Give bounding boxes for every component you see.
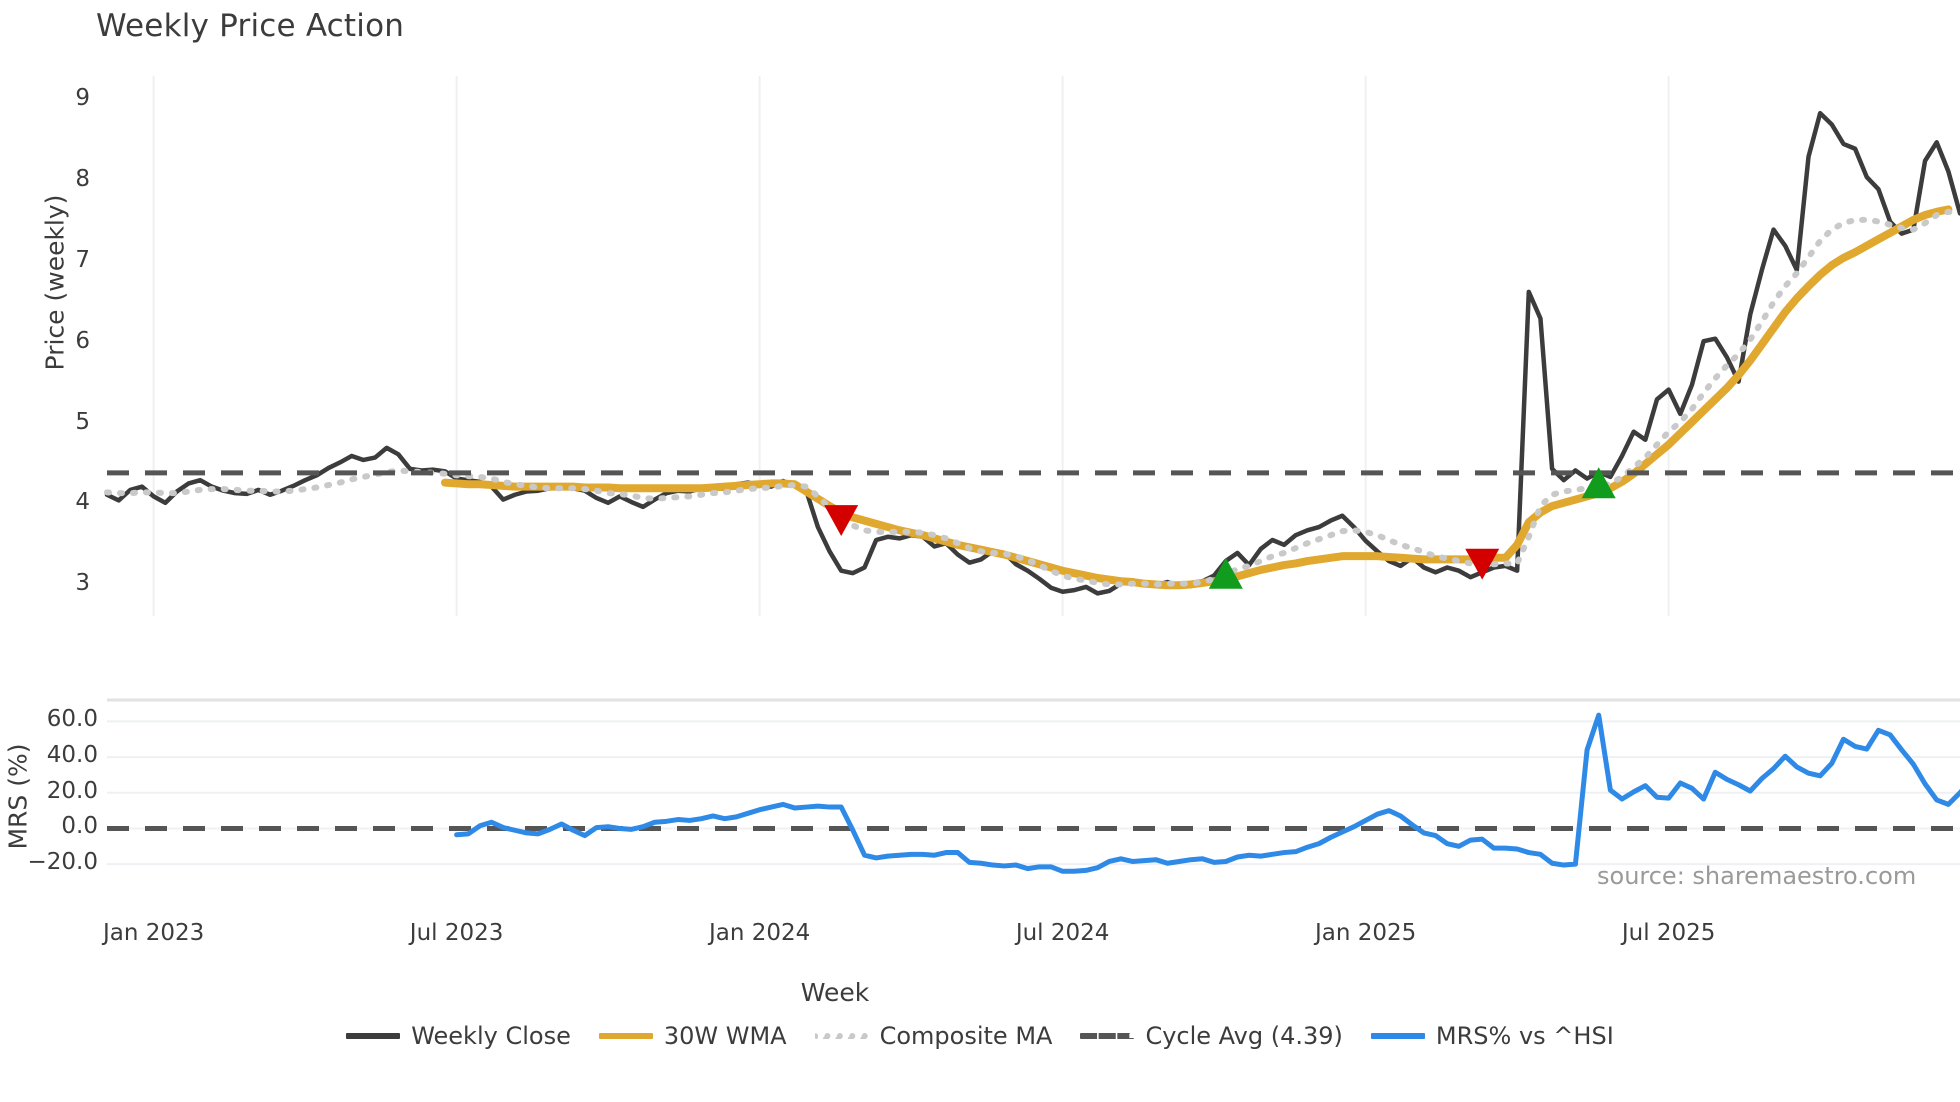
x-tick-label: Jul 2025 bbox=[1621, 920, 1716, 946]
sell-signal-marker bbox=[824, 505, 859, 536]
legend-label: Composite MA bbox=[879, 1022, 1053, 1050]
mrs-y-tick-label: −20.0 bbox=[27, 849, 98, 876]
price-y-tick-label: 9 bbox=[75, 85, 90, 112]
price-series-composite-ma bbox=[104, 208, 1960, 588]
legend-item[interactable]: Weekly Close bbox=[346, 1022, 571, 1050]
chart-legend: Weekly Close 30W WMA Composite MA Cycle Avg… bbox=[0, 1022, 1960, 1050]
x-tick-label: Jan 2025 bbox=[1314, 920, 1417, 946]
price-y-tick-label: 3 bbox=[75, 570, 90, 597]
mrs-y-tick-label: 20.0 bbox=[46, 777, 98, 804]
legend-item[interactable]: 30W WMA bbox=[598, 1022, 787, 1050]
price-y-axis-label: Price (weekly) bbox=[40, 194, 70, 371]
price-y-tick-label: 7 bbox=[75, 246, 90, 273]
buy-signal-marker bbox=[1208, 557, 1243, 589]
x-tick-label: Jan 2024 bbox=[708, 920, 811, 946]
price-series-group bbox=[104, 110, 1960, 596]
x-axis-label: Week bbox=[800, 978, 870, 1007]
price-y-tick-label: 8 bbox=[75, 166, 90, 193]
mrs-y-tick-label: 60.0 bbox=[46, 706, 98, 733]
legend-label: Weekly Close bbox=[411, 1022, 571, 1050]
legend-item[interactable]: Cycle Avg (4.39) bbox=[1080, 1022, 1343, 1050]
x-tick-label: Jul 2024 bbox=[1015, 920, 1110, 946]
legend-item[interactable]: Composite MA bbox=[814, 1022, 1053, 1050]
mrs-y-tick-label: 40.0 bbox=[46, 742, 98, 769]
price-gridlines bbox=[152, 76, 1670, 616]
buy-signal-marker bbox=[1581, 467, 1616, 499]
x-tick-label: Jan 2023 bbox=[102, 920, 205, 946]
mrs-series-line bbox=[454, 712, 1960, 874]
legend-label: Cycle Avg (4.39) bbox=[1145, 1022, 1343, 1050]
chart-title: Weekly Price Action bbox=[96, 8, 405, 44]
price-signal-markers bbox=[824, 467, 1616, 589]
legend-label: MRS% vs ^HSI bbox=[1435, 1022, 1614, 1050]
price-y-tick-label: 6 bbox=[75, 327, 90, 354]
legend-label: 30W WMA bbox=[663, 1022, 787, 1050]
sell-signal-marker bbox=[1465, 548, 1500, 580]
legend-swatch-icon bbox=[598, 1033, 653, 1039]
legend-swatch-icon bbox=[346, 1033, 401, 1039]
legend-swatch-icon bbox=[1370, 1033, 1425, 1039]
price-series-weekly-close bbox=[104, 110, 1960, 596]
x-tick-label: Jul 2023 bbox=[409, 920, 504, 946]
legend-swatch-icon bbox=[1080, 1033, 1135, 1039]
price-y-tick-label: 5 bbox=[75, 408, 90, 435]
mrs-y-tick-label: 0.0 bbox=[61, 813, 98, 840]
source-watermark: source: sharemaestro.com bbox=[1597, 862, 1917, 890]
legend-item[interactable]: MRS% vs ^HSI bbox=[1370, 1022, 1614, 1050]
price-series-30w-wma bbox=[440, 205, 1953, 590]
legend-swatch-icon bbox=[814, 1033, 869, 1039]
mrs-series-group bbox=[107, 712, 1960, 874]
price-y-tick-label: 4 bbox=[75, 489, 90, 516]
